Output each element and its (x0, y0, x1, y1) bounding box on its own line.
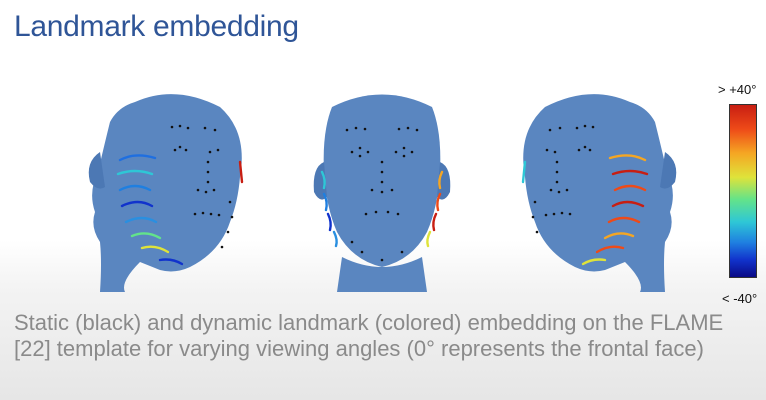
angle-colorbar (729, 104, 757, 278)
slide-caption: Static (black) and dynamic landmark (col… (14, 310, 724, 361)
head-mesh-front-icon (292, 92, 472, 292)
face-figure (80, 92, 680, 292)
head-mesh-left-icon (80, 92, 260, 292)
slide-title: Landmark embedding (14, 10, 299, 43)
head-mesh-right-icon (505, 92, 685, 292)
colorbar-max-label: > +40° (718, 82, 757, 97)
colorbar-min-label: < -40° (722, 291, 758, 306)
